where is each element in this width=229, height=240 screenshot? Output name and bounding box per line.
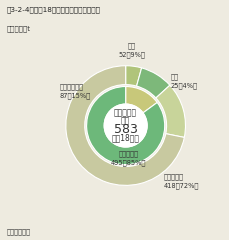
Text: 図3-2-4　平成18年度の廃棄物等の発生量: 図3-2-4 平成18年度の廃棄物等の発生量	[7, 6, 101, 13]
Text: ごみ
52（9%）: ごみ 52（9%）	[119, 42, 145, 58]
Text: 平成18年度: 平成18年度	[112, 134, 140, 143]
Wedge shape	[136, 68, 170, 98]
Text: 発生: 発生	[121, 116, 130, 125]
Text: 資料：環境省: 資料：環境省	[7, 228, 31, 235]
Text: 583: 583	[114, 123, 138, 137]
Wedge shape	[156, 85, 185, 138]
Text: 単位：百万t: 単位：百万t	[7, 25, 31, 32]
Circle shape	[104, 104, 147, 147]
Text: 廃棄物統計
495（85%）: 廃棄物統計 495（85%）	[111, 151, 147, 166]
Wedge shape	[126, 66, 142, 86]
Wedge shape	[87, 86, 165, 165]
Text: 廃棄物統計外
87（15%）: 廃棄物統計外 87（15%）	[60, 83, 91, 99]
Wedge shape	[126, 86, 157, 113]
Wedge shape	[66, 66, 184, 185]
Text: 産業廃棄物
418（72%）: 産業廃棄物 418（72%）	[164, 173, 199, 189]
Text: し尿
25（4%）: し尿 25（4%）	[171, 74, 198, 89]
Text: 廃棄物等の: 廃棄物等の	[114, 108, 137, 117]
